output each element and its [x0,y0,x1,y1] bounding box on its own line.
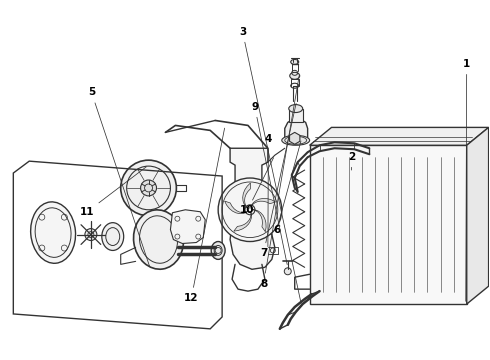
Text: 8: 8 [260,76,299,289]
Text: 4: 4 [265,134,272,247]
Ellipse shape [211,242,225,260]
Ellipse shape [102,223,123,251]
Polygon shape [289,109,303,122]
Text: 5: 5 [88,87,149,267]
Text: 9: 9 [251,102,287,265]
Text: 2: 2 [348,152,356,170]
Polygon shape [310,127,489,145]
Polygon shape [171,210,205,243]
Text: 11: 11 [79,167,147,217]
Circle shape [218,178,282,242]
Text: 6: 6 [273,141,301,235]
Text: 10: 10 [240,158,273,215]
Polygon shape [243,183,250,208]
Ellipse shape [290,72,300,79]
Polygon shape [285,118,308,142]
Polygon shape [467,127,489,304]
Polygon shape [253,210,266,232]
Ellipse shape [134,210,183,269]
Text: 1: 1 [463,59,470,301]
Polygon shape [234,213,251,231]
Circle shape [284,268,291,275]
Circle shape [121,160,176,216]
Text: 12: 12 [184,128,224,303]
Polygon shape [310,145,467,304]
Polygon shape [290,132,300,144]
Polygon shape [251,198,276,207]
Polygon shape [224,201,247,213]
Ellipse shape [282,135,310,145]
Ellipse shape [289,105,303,113]
Circle shape [141,180,156,196]
Ellipse shape [31,202,75,263]
Text: 3: 3 [239,27,301,303]
Text: 7: 7 [260,103,296,258]
Ellipse shape [291,59,299,64]
Circle shape [85,229,97,240]
Polygon shape [228,148,275,269]
